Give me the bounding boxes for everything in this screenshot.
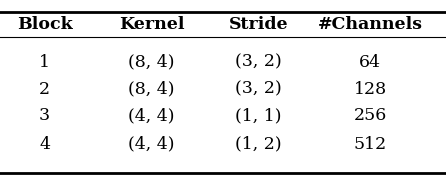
Text: Stride: Stride bbox=[229, 16, 289, 33]
Text: 256: 256 bbox=[354, 107, 387, 124]
Text: 4: 4 bbox=[39, 136, 50, 153]
Text: (1, 1): (1, 1) bbox=[235, 107, 282, 124]
Text: (3, 2): (3, 2) bbox=[235, 54, 282, 71]
Text: 512: 512 bbox=[354, 136, 387, 153]
Text: Block: Block bbox=[17, 16, 72, 33]
Text: (8, 4): (8, 4) bbox=[128, 54, 175, 71]
Text: (4, 4): (4, 4) bbox=[128, 107, 175, 124]
Text: (4, 4): (4, 4) bbox=[128, 136, 175, 153]
Text: #Channels: #Channels bbox=[318, 16, 423, 33]
Text: 2: 2 bbox=[39, 80, 50, 98]
Text: 3: 3 bbox=[39, 107, 50, 124]
Text: (8, 4): (8, 4) bbox=[128, 80, 175, 98]
Text: (1, 2): (1, 2) bbox=[235, 136, 282, 153]
Text: 1: 1 bbox=[39, 54, 50, 71]
Text: Kernel: Kernel bbox=[119, 16, 184, 33]
Text: 64: 64 bbox=[359, 54, 381, 71]
Text: 128: 128 bbox=[354, 80, 387, 98]
Text: (3, 2): (3, 2) bbox=[235, 80, 282, 98]
